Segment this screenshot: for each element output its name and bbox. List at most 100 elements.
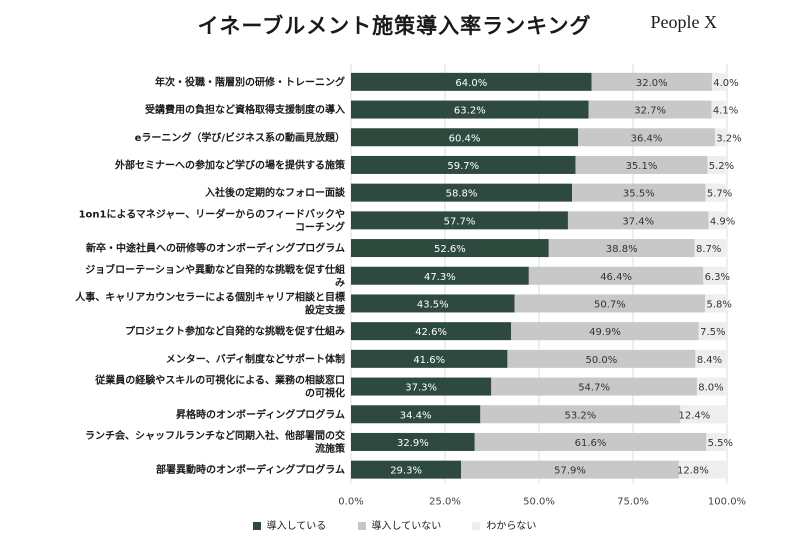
bar-unknown xyxy=(678,460,727,479)
bar-not-adopted xyxy=(480,405,681,424)
data-label-unknown: 8.7% xyxy=(696,244,721,255)
data-label-unknown: 12.4% xyxy=(678,410,710,421)
data-label-adopted: 59.7% xyxy=(447,161,479,172)
bar-unknown xyxy=(694,239,728,258)
bar-unknown xyxy=(705,294,727,313)
data-label-unknown: 5.8% xyxy=(706,299,731,310)
category-label: 新卒・中途社員への研修等のオンボーディングプログラム xyxy=(86,242,345,255)
bar-not-adopted xyxy=(567,211,709,230)
legend-item-unknown: わからない xyxy=(472,517,536,532)
brand-logo: People X xyxy=(650,12,718,32)
data-label-not-adopted: 50.0% xyxy=(586,355,618,366)
data-label-not-adopted: 35.1% xyxy=(626,161,658,172)
bar-unknown xyxy=(707,155,727,174)
data-label-unknown: 3.2% xyxy=(716,133,741,144)
bar-adopted xyxy=(351,239,549,258)
bar-not-adopted xyxy=(511,322,699,341)
bar-unknown xyxy=(708,211,727,230)
legend-item-not-adopted: 導入していない xyxy=(357,517,442,532)
category-label: 1on1によるマネジャー、リーダーからのフィードバックやコーチング xyxy=(79,207,345,233)
category-label: プロジェクト参加など自発的な挑戦を促す仕組み xyxy=(125,325,345,338)
bar-not-adopted xyxy=(514,294,706,313)
data-label-not-adopted: 57.9% xyxy=(554,466,586,477)
x-tick-label: 0.0% xyxy=(338,497,363,508)
category-label: 従業員の経験やスキルの可視化による、業務の相談窓口の可視化 xyxy=(94,374,345,400)
data-label-unknown: 12.8% xyxy=(677,466,709,477)
bar-unknown xyxy=(706,432,727,451)
bar-unknown xyxy=(703,266,727,285)
x-tick-label: 100.0% xyxy=(708,497,746,508)
data-label-unknown: 8.4% xyxy=(697,355,722,366)
data-label-adopted: 52.6% xyxy=(434,244,466,255)
bar-adopted xyxy=(351,211,568,230)
bar-not-adopted xyxy=(572,183,706,202)
data-label-unknown: 6.3% xyxy=(705,272,730,283)
bar-not-adopted xyxy=(461,460,679,479)
bar-adopted xyxy=(351,155,576,174)
bar-adopted xyxy=(351,128,579,147)
data-label-unknown: 5.2% xyxy=(709,161,734,172)
data-label-adopted: 58.8% xyxy=(446,189,478,200)
data-label-not-adopted: 37.4% xyxy=(622,216,654,227)
bar-not-adopted xyxy=(528,266,704,285)
legend-label-not-adopted: 導入していない xyxy=(371,521,442,532)
bar-not-adopted xyxy=(591,72,712,91)
data-label-not-adopted: 36.4% xyxy=(631,133,663,144)
bar-not-adopted xyxy=(474,432,707,451)
bar-unknown xyxy=(711,100,727,119)
data-label-adopted: 29.3% xyxy=(390,466,422,477)
category-label: 入社後の定期的なフォロー面談 xyxy=(205,186,346,199)
data-label-adopted: 37.3% xyxy=(405,383,437,394)
legend-swatch-unknown xyxy=(472,522,481,530)
data-label-not-adopted: 46.4% xyxy=(600,272,632,283)
bar-unknown xyxy=(696,377,727,396)
x-tick-label: 25.0% xyxy=(429,497,461,508)
data-label-unknown: 5.5% xyxy=(708,438,733,449)
bar-unknown xyxy=(711,72,727,91)
x-tick-label: 50.0% xyxy=(523,497,555,508)
data-label-unknown: 4.0% xyxy=(713,78,738,89)
data-label-adopted: 64.0% xyxy=(455,78,487,89)
bar-not-adopted xyxy=(578,128,715,147)
bar-adopted xyxy=(351,322,512,341)
bar-adopted xyxy=(351,349,508,368)
data-label-adopted: 43.5% xyxy=(417,299,449,310)
data-label-adopted: 42.6% xyxy=(415,327,447,338)
bar-unknown xyxy=(695,349,727,368)
data-label-not-adopted: 38.8% xyxy=(606,244,638,255)
data-label-not-adopted: 53.2% xyxy=(564,410,596,421)
legend-label-unknown: わからない xyxy=(486,521,537,532)
category-label: 外部セミナーへの参加など学びの場を提供する施策 xyxy=(114,158,346,171)
data-label-not-adopted: 32.0% xyxy=(636,78,668,89)
legend-item-adopted: 導入している xyxy=(252,517,327,532)
bar-unknown xyxy=(714,128,727,147)
bar-adopted xyxy=(351,266,529,285)
x-tick-label: 75.0% xyxy=(617,497,649,508)
category-label: 部署異動時のオンボーディングプログラム xyxy=(156,463,345,476)
bar-unknown xyxy=(705,183,727,202)
category-label: 年次・役職・階層別の研修・トレーニング xyxy=(155,75,345,88)
legend-label-adopted: 導入している xyxy=(266,521,327,532)
data-label-unknown: 7.5% xyxy=(700,327,725,338)
data-label-not-adopted: 54.7% xyxy=(578,383,610,394)
category-label: eラーニング（学び/ビジネス系の動画見放題） xyxy=(135,131,345,144)
data-label-adopted: 57.7% xyxy=(444,216,476,227)
bar-adopted xyxy=(351,377,492,396)
data-label-not-adopted: 50.7% xyxy=(594,299,626,310)
data-label-unknown: 5.7% xyxy=(707,189,732,200)
data-label-adopted: 32.9% xyxy=(397,438,429,449)
category-label: 受講費用の負担など資格取得支援制度の導入 xyxy=(145,103,345,116)
bar-not-adopted xyxy=(491,377,697,396)
category-label: メンター、バディ制度などサポート体制 xyxy=(166,352,345,365)
data-label-not-adopted: 35.5% xyxy=(623,189,655,200)
bar-not-adopted xyxy=(588,100,712,119)
stacked-bar-chart: 0.0% 25.0% 50.0% 75.0% 100.0% 年次・役職・階層別の研修・トレ… xyxy=(75,64,746,508)
data-label-not-adopted: 61.6% xyxy=(575,438,607,449)
chart-title: イネーブルメント施策導入率ランキング xyxy=(197,14,592,38)
data-label-unknown: 8.0% xyxy=(698,383,723,394)
bar-adopted xyxy=(351,294,515,313)
bar-unknown xyxy=(680,405,727,424)
legend-swatch-adopted xyxy=(252,522,261,530)
bar-unknown xyxy=(698,322,727,341)
category-label: ランチ会、シャッフルランチなど同期入社、他部署間の交流施策 xyxy=(85,429,346,455)
